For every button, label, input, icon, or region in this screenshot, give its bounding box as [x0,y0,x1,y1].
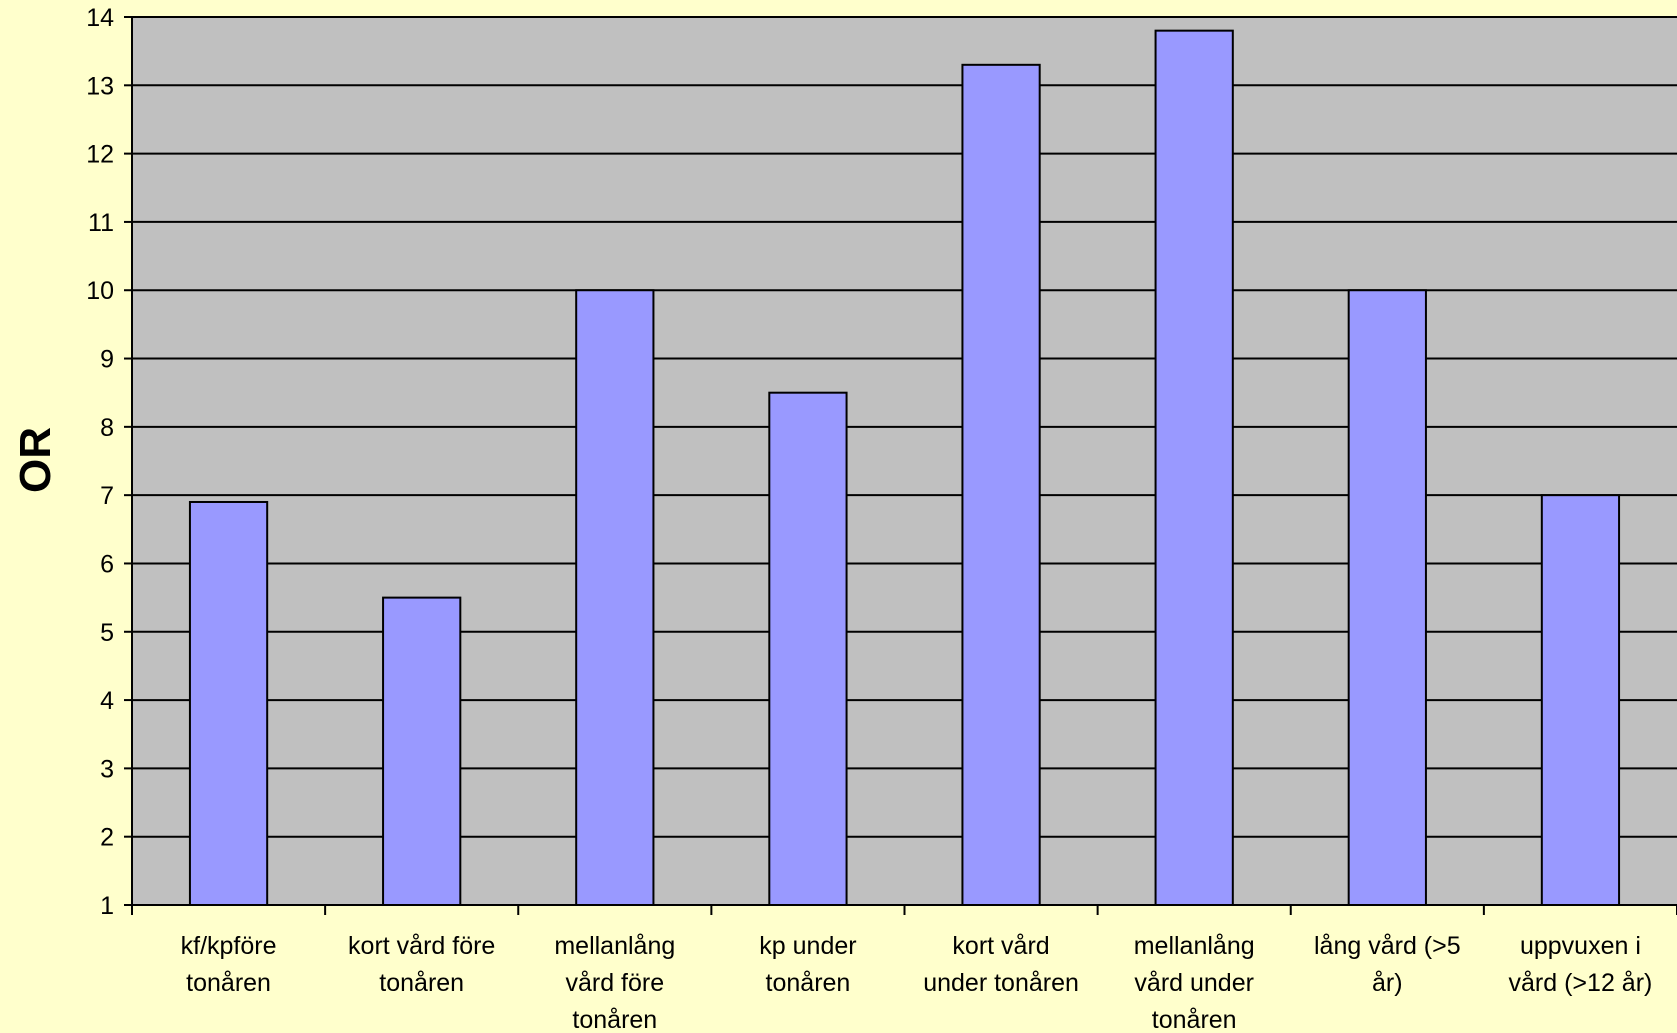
bar [188,500,269,906]
y-tick-label: 11 [88,209,114,237]
x-category-label-line: kf/kpföre [181,932,277,960]
x-category-label-line: tonåren [1152,1006,1237,1033]
y-axis-title: OR [11,427,60,493]
y-tick-label: 12 [86,141,114,169]
x-category-label-line: vård (>12 år) [1509,969,1653,997]
x-category-label: uppvuxen i vård (>12 år) [1509,932,1653,997]
grid-lines [132,16,1677,906]
x-category-label-line: kort vård [952,932,1049,960]
bar [961,63,1041,907]
y-tick-label: 10 [86,277,114,305]
x-category-label-line: år) [1372,969,1403,997]
x-category-label-line: lång vård (>5 [1314,932,1461,960]
x-category-label: kort vård under tonåren [923,932,1079,997]
bar [1540,494,1621,906]
x-category-label-line: mellanlång [1134,932,1255,960]
x-category-label-line: vård före [565,969,664,997]
x-category-label: kort vård före tonåren [348,932,495,997]
bar [768,391,848,906]
bar [1154,29,1234,906]
y-tick-label: 8 [100,414,114,442]
y-tick-label: 7 [100,482,114,510]
x-category-label-line: kp under [759,932,856,960]
y-tick-label: 1 [100,892,114,920]
plot-area [132,17,1677,905]
axes [124,16,1677,915]
x-category-label-line: tonåren [766,969,851,997]
x-category-label-line: mellanlång [554,932,675,960]
x-category-label-line: vård under [1134,969,1254,997]
bars [188,29,1621,907]
y-tick-label: 4 [100,687,114,715]
x-category-label-line: tonåren [186,969,271,997]
x-category-label-line: uppvuxen i [1520,932,1641,960]
bar [575,289,655,906]
x-category-label: kp under tonåren [759,932,856,997]
x-category-label: mellanlång vård före tonåren [554,932,675,1033]
x-category-label-line: kort vård före [348,932,495,960]
bar [1347,289,1427,906]
y-tick-label: 14 [86,4,114,32]
y-tick-label: 3 [100,755,114,783]
x-category-label-line: tonåren [379,969,464,997]
x-category-label: kf/kpföre tonåren [181,932,277,997]
y-tick-label: 2 [100,824,114,852]
y-tick-label: 9 [100,346,114,374]
x-category-label: lång vård (>5 år) [1314,932,1461,997]
x-category-label-line: tonåren [572,1006,657,1033]
bar [382,596,462,906]
y-tick-label: 5 [100,619,114,647]
y-tick-label: 13 [86,72,114,100]
x-category-label: mellanlång vård under tonåren [1134,932,1255,1033]
x-category-label-line: under tonåren [923,969,1079,997]
y-tick-label: 6 [100,550,114,578]
